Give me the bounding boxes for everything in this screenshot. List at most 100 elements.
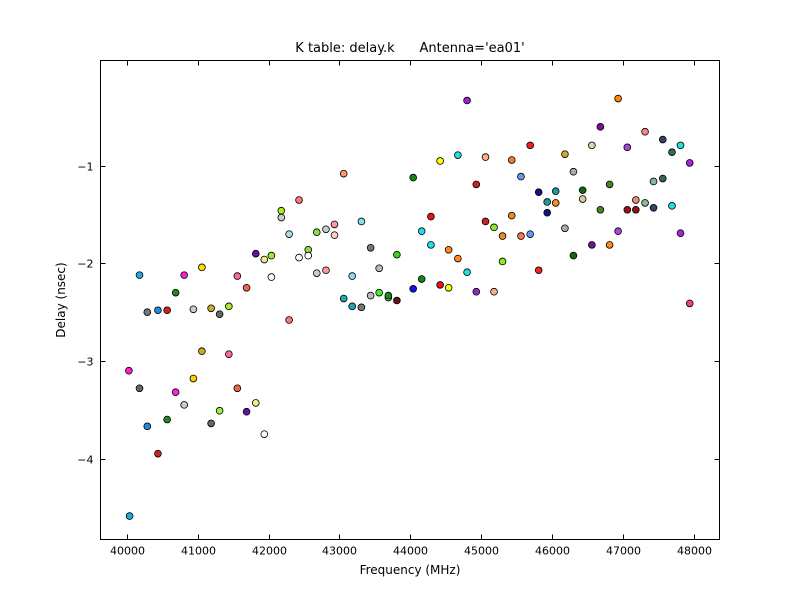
data-point — [490, 223, 498, 232]
data-point — [215, 406, 224, 415]
x-axis-label: Frequency (MHz) — [360, 563, 461, 577]
data-point — [357, 303, 366, 312]
data-point — [233, 384, 242, 393]
data-point — [125, 512, 134, 520]
data-point — [463, 268, 471, 276]
data-point — [596, 123, 605, 131]
data-point — [171, 288, 180, 297]
data-point — [498, 232, 507, 240]
x-tick-label: 41000 — [181, 545, 216, 558]
x-tick-label: 43000 — [322, 545, 357, 558]
data-point — [277, 213, 286, 222]
x-tick-label: 47000 — [606, 545, 641, 558]
data-point — [409, 284, 417, 293]
data-point — [339, 294, 348, 303]
data-point — [384, 291, 393, 300]
data-point — [444, 284, 453, 292]
x-tick-label: 44000 — [393, 545, 428, 558]
data-point — [366, 244, 375, 252]
data-point — [507, 211, 516, 220]
data-point — [481, 217, 490, 226]
data-point — [417, 275, 426, 283]
data-point — [454, 254, 462, 263]
y-axis-label: Delay (nsec) — [54, 262, 68, 337]
data-point — [348, 272, 357, 280]
data-point — [614, 94, 622, 103]
data-point — [207, 304, 215, 313]
data-point — [641, 199, 649, 207]
data-point — [417, 227, 426, 236]
data-point — [463, 96, 471, 105]
data-point — [444, 245, 453, 254]
x-tick-label: 42000 — [252, 545, 287, 558]
data-point — [632, 205, 640, 214]
data-point — [154, 449, 162, 458]
data-point — [543, 198, 552, 206]
data-point — [163, 415, 171, 424]
data-point — [171, 388, 180, 396]
data-point — [180, 401, 188, 409]
data-point — [207, 419, 215, 428]
data-point — [534, 266, 543, 275]
data-point — [623, 205, 632, 214]
data-point — [143, 422, 152, 431]
data-point — [225, 302, 233, 311]
data-point — [569, 251, 578, 260]
data-point — [180, 271, 188, 279]
data-point — [649, 204, 658, 212]
data-point — [507, 156, 516, 164]
data-point — [588, 241, 596, 249]
data-point — [330, 220, 339, 229]
data-point — [561, 150, 569, 158]
data-point — [543, 208, 552, 217]
data-point — [517, 172, 525, 181]
data-point — [233, 272, 242, 280]
data-point — [427, 212, 435, 221]
data-point — [295, 196, 303, 204]
x-tick-label: 48000 — [677, 545, 712, 558]
data-point — [330, 231, 339, 239]
data-point — [143, 308, 152, 316]
data-point — [578, 195, 587, 203]
data-point — [685, 299, 694, 308]
data-point — [339, 169, 348, 178]
data-point — [551, 187, 560, 196]
data-point — [163, 306, 171, 315]
data-point — [454, 151, 462, 159]
data-point — [534, 188, 543, 197]
data-point — [215, 310, 224, 318]
data-point — [614, 227, 622, 236]
data-point — [427, 241, 435, 249]
data-point — [436, 157, 444, 165]
data-point — [578, 186, 587, 195]
data-point — [375, 288, 383, 297]
data-point — [135, 271, 144, 279]
data-point — [260, 430, 269, 438]
y-tick-label: −1 — [77, 161, 93, 174]
data-point — [322, 225, 330, 234]
data-point — [569, 167, 578, 176]
data-point — [189, 374, 198, 383]
data-point — [312, 269, 321, 277]
y-tick-label: −2 — [77, 258, 93, 271]
data-point — [596, 205, 605, 214]
data-point — [526, 230, 534, 238]
data-point — [490, 287, 498, 296]
data-point — [242, 407, 251, 416]
data-point — [658, 174, 667, 183]
data-point — [357, 217, 366, 226]
data-point — [304, 251, 313, 260]
data-point — [641, 127, 649, 136]
data-point — [260, 255, 269, 264]
data-point — [251, 249, 260, 258]
data-point — [649, 177, 658, 186]
data-point — [472, 287, 481, 296]
data-point — [251, 399, 260, 407]
data-point — [225, 350, 233, 358]
data-point — [198, 347, 206, 356]
data-point — [668, 202, 676, 210]
data-point — [632, 196, 640, 204]
data-point — [561, 224, 569, 233]
data-point — [472, 180, 481, 189]
